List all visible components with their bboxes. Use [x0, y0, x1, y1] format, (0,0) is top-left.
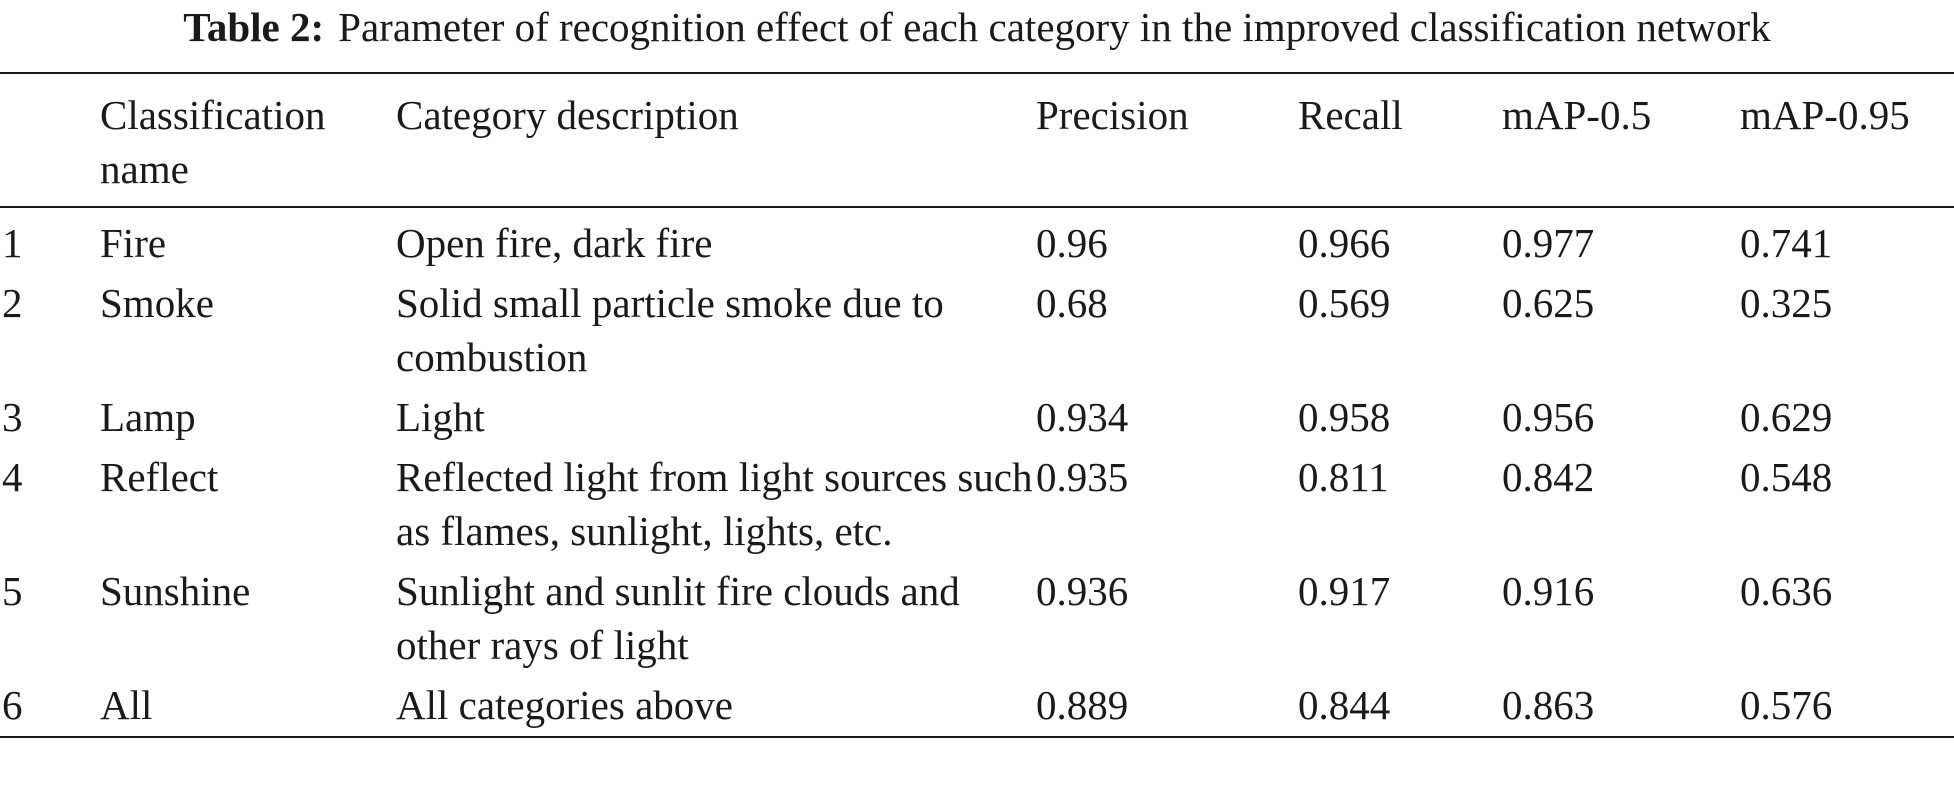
cell-precision: 0.934: [1036, 394, 1129, 440]
cell-map-05: 0.625: [1502, 280, 1595, 326]
header-map-05: mAP-0.5: [1502, 72, 1740, 208]
cell-classification-name: Fire: [100, 220, 167, 266]
table-caption: Table 2: Parameter of recognition effect …: [0, 0, 1954, 54]
header-index: [0, 72, 100, 208]
cell-map-095: 0.629: [1740, 394, 1833, 440]
cell-index: 6: [0, 674, 100, 738]
cell-precision: 0.96: [1036, 220, 1108, 266]
table-row: 5 Sunshine Sunlight and sunlit fire clou…: [0, 560, 1954, 674]
cell-map-05: 0.842: [1502, 454, 1595, 500]
cell-recall: 0.958: [1298, 394, 1391, 440]
cell-index: 2: [2, 280, 23, 326]
header-category-description: Category description: [396, 72, 1036, 208]
cell-map-095: 0.325: [1740, 280, 1833, 326]
cell-category-description: Reflected light from light sources such …: [396, 454, 1033, 554]
cell-index: 4: [2, 454, 23, 500]
cell-map-095: 0.576: [1740, 674, 1954, 738]
cell-map-05: 0.916: [1502, 568, 1595, 614]
cell-precision: 0.889: [1036, 674, 1298, 738]
results-table: Classification name Category description…: [0, 72, 1954, 738]
cell-recall: 0.811: [1298, 454, 1389, 500]
cell-precision: 0.68: [1036, 280, 1108, 326]
cell-map-05: 0.956: [1502, 394, 1595, 440]
table-row: 3 Lamp Light 0.934 0.958 0.956 0.629: [0, 386, 1954, 446]
cell-classification-name: Smoke: [100, 280, 214, 326]
cell-map-05: 0.977: [1502, 220, 1595, 266]
cell-precision: 0.936: [1036, 568, 1129, 614]
cell-category-description: All categories above: [396, 674, 1036, 738]
cell-map-095: 0.636: [1740, 568, 1833, 614]
cell-category-description: Solid small particle smoke due to combus…: [396, 280, 944, 380]
table-caption-label: Table 2:: [183, 4, 325, 50]
cell-classification-name: Reflect: [100, 454, 219, 500]
cell-category-description: Open fire, dark fire: [396, 220, 713, 266]
header-recall: Recall: [1298, 72, 1502, 208]
cell-index: 3: [2, 394, 23, 440]
cell-precision: 0.935: [1036, 454, 1129, 500]
table-caption-text: Parameter of recognition effect of each …: [338, 4, 1771, 50]
header-classification-name: Classification name: [100, 72, 396, 208]
table-row: 2 Smoke Solid small particle smoke due t…: [0, 272, 1954, 386]
cell-recall: 0.569: [1298, 280, 1391, 326]
cell-map-095: 0.548: [1740, 454, 1833, 500]
table-header-row: Classification name Category description…: [0, 72, 1954, 208]
cell-category-description: Light: [396, 394, 485, 440]
cell-classification-name: Lamp: [100, 394, 196, 440]
cell-classification-name: All: [100, 674, 396, 738]
table-row: 1 Fire Open fire, dark fire 0.96 0.966 0…: [0, 207, 1954, 272]
cell-map-05: 0.863: [1502, 674, 1740, 738]
cell-index: 1: [2, 220, 23, 266]
table-row: 4 Reflect Reflected light from light sou…: [0, 446, 1954, 560]
cell-classification-name: Sunshine: [100, 568, 251, 614]
cell-recall: 0.966: [1298, 220, 1391, 266]
cell-category-description: Sunlight and sunlit fire clouds and othe…: [396, 568, 960, 668]
cell-recall: 0.917: [1298, 568, 1391, 614]
header-precision: Precision: [1036, 72, 1298, 208]
cell-index: 5: [2, 568, 23, 614]
header-map-095: mAP-0.95: [1740, 72, 1954, 208]
cell-map-095: 0.741: [1740, 220, 1833, 266]
table-row: 6 All All categories above 0.889 0.844 0…: [0, 674, 1954, 738]
cell-recall: 0.844: [1298, 674, 1502, 738]
